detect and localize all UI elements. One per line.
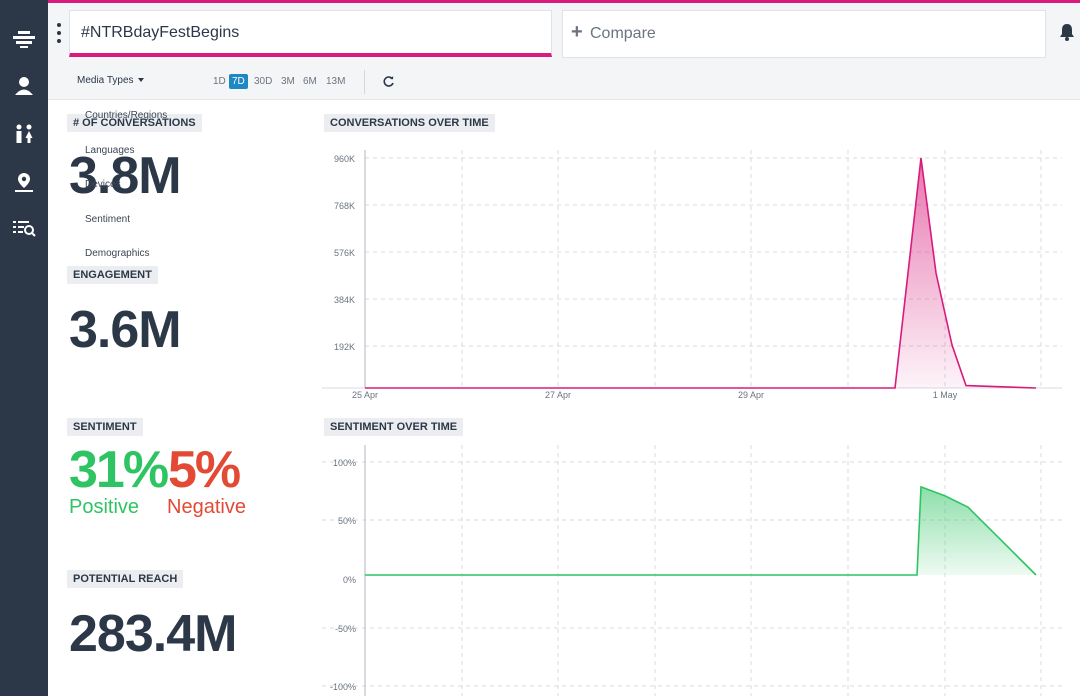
dropdown-item-demographics[interactable]: Demographics bbox=[85, 248, 150, 259]
conv-x-tick: 1 May bbox=[933, 390, 958, 400]
conv-y-tick: 384K bbox=[334, 295, 355, 305]
potential-reach-value: 283.4M bbox=[69, 605, 237, 663]
user-icon[interactable] bbox=[0, 72, 48, 100]
sent-y-tick: 100% bbox=[333, 458, 356, 468]
media-types-dropdown[interactable]: Media Types bbox=[77, 75, 144, 86]
conv-x-tick: 29 Apr bbox=[738, 390, 764, 400]
conversations-label: # OF CONVERSATIONS bbox=[67, 114, 202, 132]
range-3m[interactable]: 3M bbox=[281, 76, 295, 87]
more-options-icon[interactable] bbox=[56, 23, 62, 43]
sent-y-tick: -50% bbox=[335, 624, 356, 634]
list-view-icon[interactable] bbox=[0, 25, 48, 53]
sentiment-label: SENTIMENT bbox=[67, 418, 143, 436]
range-1d[interactable]: 1D bbox=[213, 76, 226, 87]
dropdown-item-countries[interactable]: Countries/Regions bbox=[85, 110, 168, 121]
conv-y-tick: 960K bbox=[334, 154, 355, 164]
chevron-down-icon bbox=[137, 78, 144, 83]
range-6m[interactable]: 6M bbox=[303, 76, 317, 87]
positive-sentiment-value: 31% bbox=[69, 441, 169, 499]
dropdown-item-sentiment[interactable]: Sentiment bbox=[85, 214, 131, 225]
search-input[interactable]: #NTRBdayFestBegins bbox=[69, 10, 552, 57]
conversations-chart: 960K 768K 576K 384K 192K 25 Apr 27 Apr 2… bbox=[322, 150, 1062, 400]
bell-icon[interactable] bbox=[1059, 23, 1075, 46]
top-accent-stripe bbox=[0, 0, 1080, 3]
sentiment-area bbox=[365, 486, 1036, 575]
conversations-value: 3.8M bbox=[69, 147, 182, 205]
plus-icon: + bbox=[571, 21, 583, 43]
conv-x-tick: 27 Apr bbox=[545, 390, 571, 400]
positive-sentiment-label: Positive bbox=[69, 496, 140, 518]
sentiment-chart: 100% 50% 0% -50% -100% bbox=[322, 445, 1062, 696]
sentiment-chart-title: SENTIMENT OVER TIME bbox=[324, 418, 464, 436]
conversations-chart-title: CONVERSATIONS OVER TIME bbox=[324, 114, 495, 132]
range-13m[interactable]: 13M bbox=[326, 76, 346, 87]
location-icon[interactable] bbox=[0, 168, 48, 196]
conversations-line bbox=[365, 157, 1037, 389]
engagement-label: ENGAGEMENT bbox=[67, 266, 158, 284]
conv-y-tick: 576K bbox=[334, 248, 355, 258]
compare-input[interactable]: + Compare bbox=[562, 10, 1046, 58]
conv-y-tick: 192K bbox=[334, 342, 355, 352]
divider bbox=[364, 70, 365, 94]
dropdown-item-devices[interactable]: Devices bbox=[85, 179, 121, 190]
sent-y-tick: 50% bbox=[338, 516, 356, 526]
search-list-icon[interactable] bbox=[0, 214, 48, 242]
sidebar bbox=[0, 0, 48, 696]
media-types-label: Media Types bbox=[77, 75, 134, 86]
negative-sentiment-label: Negative bbox=[167, 496, 246, 518]
range-7d[interactable]: 7D bbox=[229, 74, 248, 89]
sent-y-tick: -100% bbox=[330, 682, 356, 692]
engagement-value: 3.6M bbox=[69, 301, 182, 359]
negative-sentiment-value: 5% bbox=[168, 441, 241, 499]
sentiment-gridlines bbox=[322, 445, 1062, 696]
sentiment-line bbox=[365, 485, 1037, 576]
dropdown-item-languages[interactable]: Languages bbox=[85, 145, 135, 156]
sentiment-series bbox=[365, 485, 1037, 576]
range-30d[interactable]: 30D bbox=[254, 76, 273, 87]
conversations-series bbox=[365, 157, 1037, 389]
compare-placeholder: Compare bbox=[590, 25, 656, 42]
conv-x-tick: 25 Apr bbox=[352, 390, 378, 400]
potential-reach-label: POTENTIAL REACH bbox=[67, 570, 184, 588]
refresh-icon[interactable] bbox=[382, 75, 395, 93]
filter-bar: Media Types 1D 7D 30D 3M 6M 13M bbox=[48, 65, 1080, 100]
search-value: #NTRBdayFestBegins bbox=[81, 24, 240, 41]
people-icon[interactable] bbox=[0, 120, 48, 148]
conv-y-tick: 768K bbox=[334, 201, 355, 211]
sent-y-tick: 0% bbox=[343, 575, 356, 585]
header: #NTRBdayFestBegins + Compare bbox=[48, 3, 1080, 65]
